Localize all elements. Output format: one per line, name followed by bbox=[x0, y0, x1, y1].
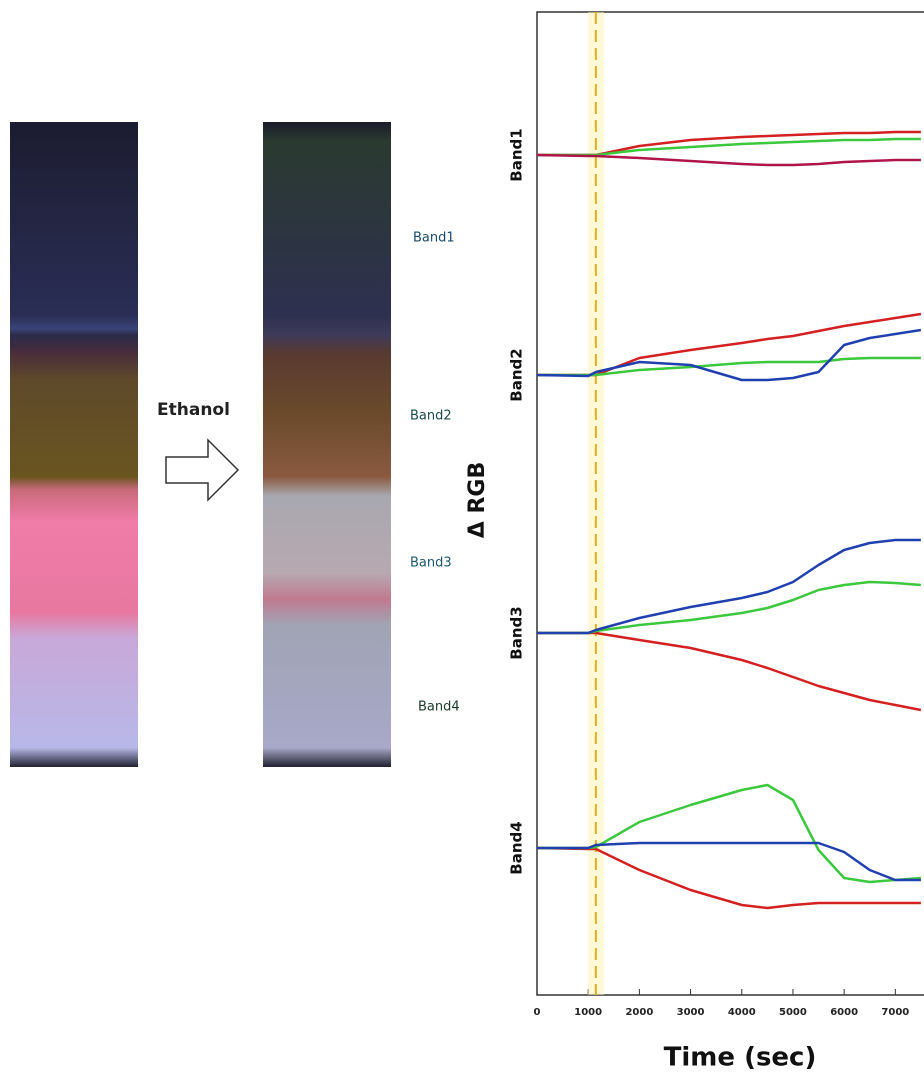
band-label: Band3 bbox=[410, 556, 452, 571]
band-label: Band4 bbox=[418, 700, 460, 715]
data-line bbox=[537, 538, 921, 635]
data-line bbox=[537, 356, 921, 377]
x-tick-label: 0 bbox=[534, 1007, 541, 1018]
band-axis-label: Band1 bbox=[508, 128, 526, 181]
photo-before bbox=[10, 122, 138, 767]
x-tick-label: 1000 bbox=[574, 1007, 602, 1018]
data-line bbox=[537, 841, 921, 882]
data-line bbox=[537, 783, 921, 884]
x-tick-label: 6000 bbox=[830, 1007, 858, 1018]
data-line bbox=[536, 328, 922, 382]
y-axis-label: Δ RGB bbox=[465, 462, 490, 538]
data-line bbox=[536, 153, 921, 167]
band-axis-label: Band3 bbox=[508, 606, 526, 659]
x-tick-label: 3000 bbox=[677, 1007, 705, 1018]
x-tick-label: 2000 bbox=[625, 1007, 653, 1018]
x-tick-label: 5000 bbox=[779, 1007, 807, 1018]
data-line bbox=[537, 631, 922, 712]
band-label: Band2 bbox=[410, 409, 452, 424]
x-tick-label: 7000 bbox=[881, 1007, 909, 1018]
photo-after bbox=[263, 122, 391, 767]
band-axis-label: Band2 bbox=[508, 348, 526, 401]
band-axis-label: Band4 bbox=[508, 821, 526, 874]
x-axis-label: Time (sec) bbox=[664, 1043, 817, 1073]
x-tick-label: 4000 bbox=[728, 1007, 756, 1018]
arrow-label: Ethanol bbox=[157, 400, 230, 420]
band-label: Band1 bbox=[413, 231, 455, 246]
data-line bbox=[536, 846, 921, 910]
arrow bbox=[165, 438, 240, 502]
plot-frame bbox=[536, 11, 924, 996]
